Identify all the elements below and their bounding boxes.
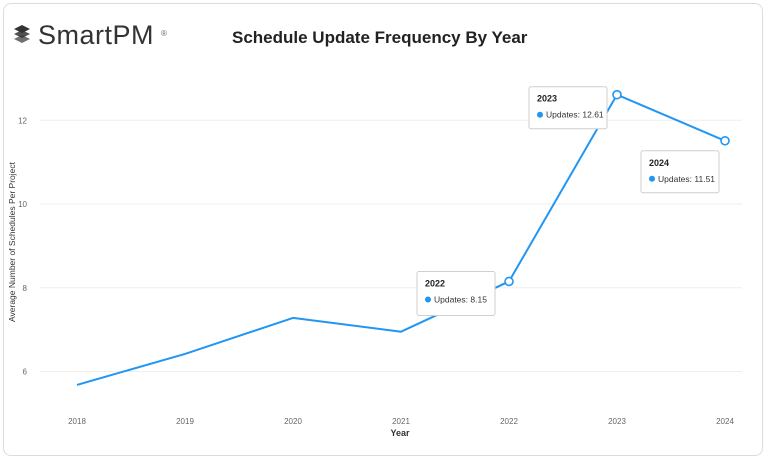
tooltip-2022: 2022 Updates: 8.15: [416, 270, 496, 316]
tooltip-value: Updates: 12.61: [546, 110, 604, 120]
tooltip-value: Updates: 11.51: [658, 174, 715, 184]
x-tick-label: 2018: [68, 417, 86, 426]
data-point-marker[interactable]: [612, 89, 622, 100]
series-dot-icon: [649, 175, 655, 182]
tooltip-title: 2023: [537, 94, 557, 104]
x-tick-labels: 2018 2019 2020 2021 2022 2023 2024: [68, 417, 734, 426]
chart-title: Schedule Update Frequency By Year: [232, 28, 528, 47]
x-tick-label: 2020: [284, 417, 302, 426]
series-line: [76, 93, 726, 386]
tooltip-2024: 2024 Updates: 11.51: [640, 150, 720, 194]
data-points: [504, 89, 730, 287]
tooltip-box: [416, 270, 496, 316]
y-axis-label: Average Number of Schedules Per Project: [7, 161, 17, 322]
x-axis-label: Year: [390, 428, 410, 438]
tooltip-layer: 2022 Updates: 8.15 2023 Updates: 12.61 2024 U…: [416, 86, 720, 316]
x-tick-label: 2019: [176, 417, 194, 426]
x-tick-label: 2023: [608, 417, 626, 426]
brand-name: SmartPM: [38, 20, 155, 50]
series-dot-icon: [425, 296, 431, 303]
y-tick-label: 12: [18, 116, 27, 125]
y-tick-label: 8: [23, 284, 28, 293]
grid-layer: [40, 119, 742, 372]
y-tick-label: 10: [18, 200, 27, 209]
brand-registered-mark: ®: [161, 29, 167, 38]
x-tick-label: 2024: [716, 417, 734, 426]
data-point-marker[interactable]: [720, 135, 730, 146]
smartpm-logo-icon: [14, 24, 30, 43]
brand-logo: SmartPM ®: [12, 20, 167, 51]
tooltip-box: [528, 86, 608, 130]
tooltip-box: [640, 150, 720, 194]
chart-card: [3, 3, 763, 456]
data-point-marker[interactable]: [504, 276, 514, 287]
y-tick-label: 6: [23, 368, 28, 377]
y-tick-labels: 6 8 10 12: [18, 116, 27, 376]
x-tick-label: 2021: [392, 417, 410, 426]
tooltip-title: 2022: [425, 278, 445, 288]
x-tick-label: 2022: [500, 417, 518, 426]
tooltip-value: Updates: 8.15: [434, 294, 487, 304]
tooltip-title: 2024: [649, 158, 669, 168]
series-dot-icon: [537, 111, 543, 118]
tooltip-2023: 2023 Updates: 12.61: [528, 86, 608, 130]
